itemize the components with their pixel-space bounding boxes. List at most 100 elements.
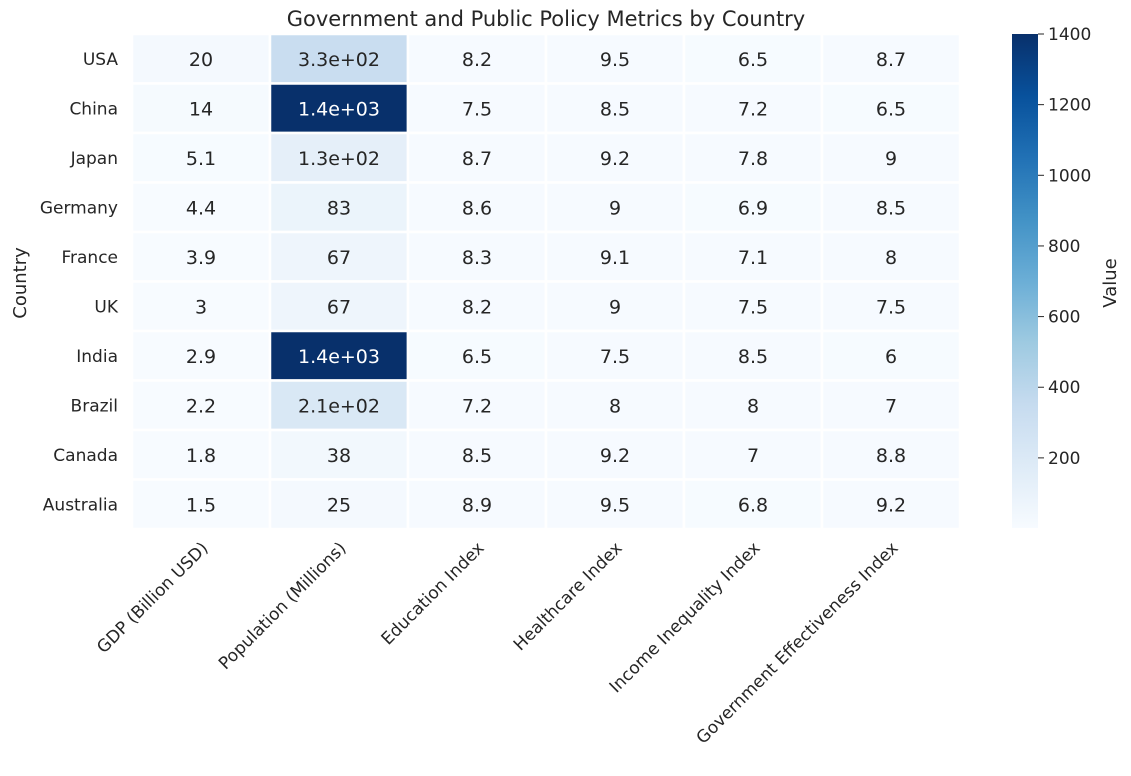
cell-value-label: 5.1: [186, 148, 216, 170]
cell-value-label: 9.2: [600, 148, 630, 170]
cell-value-label: 7.1: [738, 247, 768, 269]
cell-value-label: 25: [327, 494, 351, 516]
cell-value-label: 9.1: [600, 247, 630, 269]
colorbar-ticks: 200 400 600 800 1000 1200 1400: [1038, 25, 1091, 469]
cell-value-label: 7: [885, 395, 897, 417]
heatmap-cell: [820, 379, 962, 432]
cell-value-label: 6.5: [738, 49, 768, 71]
cell-value-label: 67: [327, 247, 351, 269]
row-label: Brazil: [71, 396, 118, 416]
heatmap-cell: [130, 181, 272, 234]
row-label: USA: [83, 50, 119, 70]
cell-value-label: 1.4e+03: [298, 98, 380, 120]
cell-value-label: 6.9: [738, 197, 768, 219]
cell-value-label: 7.5: [876, 296, 906, 318]
heatmap-cell: [820, 82, 962, 135]
colorbar-tick-label: 800: [1048, 237, 1080, 257]
cell-value-label: 83: [327, 197, 351, 219]
column-labels: GDP (Billion USD) Population (Millions) Ed…: [93, 538, 902, 748]
cell-value-label: 8.2: [462, 296, 492, 318]
heatmap-cell: [820, 32, 962, 85]
row-label: France: [61, 248, 118, 268]
cell-value-label: 8.2: [462, 49, 492, 71]
row-label: Canada: [53, 446, 118, 466]
cell-value-label: 8.5: [462, 445, 492, 467]
row-label: Germany: [40, 198, 118, 218]
cell-value-label: 8.5: [600, 98, 630, 120]
row-label: UK: [94, 297, 118, 317]
colorbar-tick-label: 400: [1048, 378, 1080, 398]
heatmap-cell: [820, 478, 962, 531]
cell-value-label: 7.2: [738, 98, 768, 120]
heatmap-cell: [406, 379, 548, 432]
cell-value-label: 8.7: [876, 49, 906, 71]
cell-value-label: 6.5: [876, 98, 906, 120]
heatmap-cell: [820, 329, 962, 382]
heatmap-cell: [406, 230, 548, 283]
heatmap-cell: [130, 428, 272, 481]
cell-value-label: 3.9: [186, 247, 216, 269]
cell-value-label: 3.3e+02: [298, 49, 380, 71]
cell-value-label: 7.5: [462, 98, 492, 120]
cell-value-label: 7.5: [600, 346, 630, 368]
heatmap-cell: [406, 428, 548, 481]
heatmap-cell: [268, 181, 410, 234]
cell-value-label: 1.8: [186, 445, 216, 467]
colorbar-tick-label: 200: [1048, 449, 1080, 469]
colorbar-tick-label: 1200: [1048, 96, 1091, 116]
heatmap-cell: [130, 478, 272, 531]
cell-value-label: 9.5: [600, 494, 630, 516]
heatmap-cell: [820, 280, 962, 333]
cell-value-label: 8: [747, 395, 759, 417]
heatmap-cell: [544, 131, 686, 184]
cell-value-label: 7.8: [738, 148, 768, 170]
cell-value-label: 38: [327, 445, 351, 467]
cell-value-label: 1.4e+03: [298, 346, 380, 368]
cell-value-label: 9: [609, 197, 621, 219]
cell-value-label: 9.2: [876, 494, 906, 516]
column-label: GDP (Billion USD): [93, 538, 212, 657]
heatmap-cell: [406, 181, 548, 234]
colorbar: 200 400 600 800 1000 1200 1400 Value: [1012, 25, 1121, 528]
cell-value-label: 67: [327, 296, 351, 318]
cell-value-label: 8.9: [462, 494, 492, 516]
cell-value-label: 8.5: [876, 197, 906, 219]
column-label: Income Inequality Index: [606, 538, 765, 697]
cell-value-label: 8.6: [462, 197, 492, 219]
heatmap-cell: [130, 329, 272, 382]
heatmap-cell: [544, 181, 686, 234]
cell-value-label: 8: [885, 247, 897, 269]
y-axis-label: Country: [10, 247, 31, 319]
colorbar-gradient: [1012, 34, 1038, 528]
row-labels: USA China Japan Germany France UK India Brazil C…: [40, 50, 119, 516]
row-label: India: [76, 347, 118, 367]
heatmap-cell: [820, 428, 962, 481]
column-label: Education Index: [378, 538, 489, 649]
heatmap-cell: [682, 131, 824, 184]
cell-value-label: 7.5: [738, 296, 768, 318]
cell-value-label: 3: [195, 296, 207, 318]
cell-value-label: 8: [609, 395, 621, 417]
cell-value-label: 2.2: [186, 395, 216, 417]
heatmap-cell: [682, 181, 824, 234]
heatmap-cell: [130, 280, 272, 333]
colorbar-tick-label: 600: [1048, 308, 1080, 328]
cell-value-label: 2.9: [186, 346, 216, 368]
heatmap-cell: [682, 428, 824, 481]
heatmap-cell: [820, 131, 962, 184]
cell-value-label: 6: [885, 346, 897, 368]
cell-value-label: 8.7: [462, 148, 492, 170]
row-label: Australia: [43, 495, 118, 515]
column-label: Population (Millions): [215, 538, 350, 673]
heatmap-cell: [820, 230, 962, 283]
heatmap-cell: [130, 32, 272, 85]
cell-value-label: 9: [609, 296, 621, 318]
cell-value-label: 9.5: [600, 49, 630, 71]
heatmap-cell: [682, 230, 824, 283]
cell-value-label: 7: [747, 445, 759, 467]
cell-value-label: 14: [189, 98, 213, 120]
cell-value-label: 1.3e+02: [298, 148, 380, 170]
cell-value-label: 6.8: [738, 494, 768, 516]
cell-value-label: 20: [189, 49, 213, 71]
